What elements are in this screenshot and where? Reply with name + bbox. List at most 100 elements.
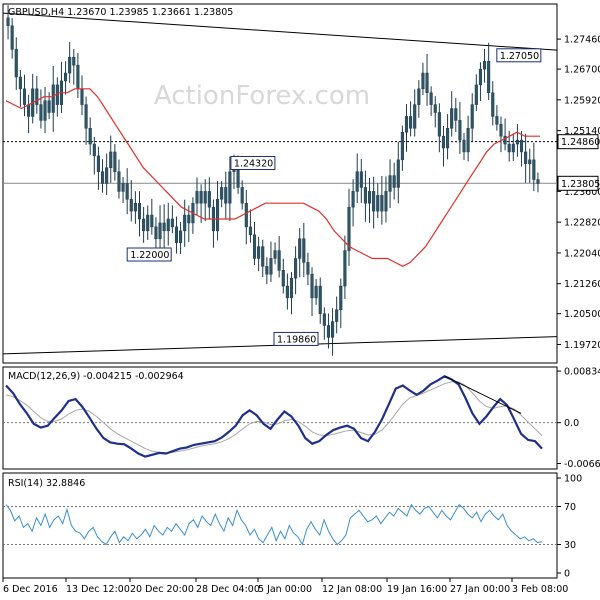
x-tick-label: 27 Jan 00:00 bbox=[450, 584, 510, 595]
candle bbox=[528, 148, 532, 183]
price-callout-box bbox=[126, 247, 172, 262]
candle bbox=[409, 101, 413, 137]
x-tick-label: 20 Dec 20:00 bbox=[130, 584, 194, 595]
candle bbox=[450, 91, 454, 137]
candle-body bbox=[400, 131, 404, 161]
candle bbox=[6, 5, 10, 40]
x-tick-label: 3 Feb 08:00 bbox=[512, 584, 568, 595]
last-price-label: 1.23805 bbox=[561, 179, 600, 190]
candle bbox=[72, 48, 76, 85]
candle-body bbox=[183, 214, 187, 232]
candle bbox=[137, 191, 142, 237]
candle bbox=[121, 176, 125, 204]
candle-body bbox=[10, 25, 14, 50]
candle-body bbox=[117, 171, 121, 192]
candle-body bbox=[133, 202, 137, 212]
candle-body bbox=[129, 199, 133, 212]
candle bbox=[109, 135, 113, 183]
candle bbox=[113, 144, 117, 181]
candle-body bbox=[478, 68, 482, 86]
candle bbox=[511, 133, 515, 162]
candle-body bbox=[359, 171, 363, 188]
candle-body bbox=[425, 72, 429, 94]
rsi-y-tick-label: 0 bbox=[564, 569, 570, 580]
price-callout-label: 1.19860 bbox=[277, 334, 316, 345]
watermark: ActionForex.com bbox=[154, 81, 370, 111]
x-tick-label: 13 Dec 12:00 bbox=[66, 584, 130, 595]
price-callout-box bbox=[230, 155, 276, 170]
candle bbox=[273, 242, 277, 265]
candle bbox=[269, 241, 273, 283]
candle-body bbox=[150, 214, 154, 228]
x-tick-label: 19 Jan 16:00 bbox=[387, 584, 447, 595]
candle-body bbox=[257, 246, 261, 259]
candle bbox=[326, 313, 331, 349]
candle-body bbox=[392, 175, 396, 188]
candle-body bbox=[367, 191, 372, 204]
candle bbox=[413, 89, 417, 137]
candle bbox=[519, 131, 524, 167]
candle bbox=[277, 236, 281, 278]
candle bbox=[470, 93, 474, 142]
price-header: GBPUSD,H4 1.23670 1.23985 1.23661 1.2380… bbox=[8, 7, 233, 18]
candle-body bbox=[277, 250, 281, 271]
candle bbox=[499, 116, 503, 153]
price-callout-label: 1.24320 bbox=[234, 158, 273, 169]
candle-body bbox=[388, 175, 392, 192]
candle-body bbox=[429, 92, 433, 105]
candle bbox=[458, 102, 462, 154]
candle bbox=[142, 206, 146, 243]
candle-body bbox=[339, 285, 343, 310]
sma-line bbox=[5, 88, 540, 267]
candle bbox=[146, 205, 150, 241]
candle bbox=[43, 86, 47, 134]
candle-body bbox=[14, 49, 18, 78]
candle-body bbox=[421, 72, 425, 90]
candle bbox=[207, 177, 211, 220]
candle-body bbox=[68, 57, 72, 74]
last-price-box bbox=[557, 175, 599, 191]
candle-body bbox=[433, 104, 437, 113]
candle bbox=[446, 114, 450, 160]
candle bbox=[294, 246, 298, 295]
rsi-y-tick-label: 30 bbox=[564, 540, 576, 551]
candle bbox=[183, 199, 187, 247]
candle-body bbox=[224, 187, 228, 204]
candle bbox=[441, 126, 446, 167]
candle bbox=[51, 65, 55, 132]
candle bbox=[482, 48, 487, 83]
candle bbox=[84, 96, 88, 145]
level-label: 1.24860 bbox=[561, 137, 600, 148]
candle bbox=[318, 277, 322, 324]
candle bbox=[404, 104, 409, 152]
candle-body bbox=[166, 218, 170, 232]
candle-body bbox=[487, 60, 491, 94]
candle bbox=[117, 159, 121, 199]
candle bbox=[417, 80, 421, 118]
price-y-tick-label: 1.19720 bbox=[564, 340, 600, 351]
candle-body bbox=[511, 143, 515, 153]
candle-body bbox=[446, 128, 450, 149]
candle bbox=[310, 267, 314, 316]
candle-body bbox=[137, 202, 142, 220]
candle bbox=[265, 257, 269, 285]
candle-body bbox=[6, 17, 10, 26]
candle-body bbox=[22, 88, 27, 105]
candle bbox=[532, 142, 536, 192]
candle bbox=[228, 156, 232, 222]
candle bbox=[400, 125, 404, 171]
panel-frame-3 bbox=[2, 472, 558, 579]
candle bbox=[244, 189, 248, 245]
candle bbox=[433, 96, 437, 128]
candle-body bbox=[195, 191, 199, 204]
macd-y-tick-label: 0.008341 bbox=[564, 367, 600, 378]
candle-body bbox=[158, 222, 162, 239]
candle-body bbox=[528, 159, 532, 165]
price-y-tick-label: 1.22820 bbox=[564, 218, 600, 229]
candle-body bbox=[88, 128, 92, 145]
candle bbox=[359, 158, 363, 204]
candle-body bbox=[524, 151, 528, 165]
candle-body bbox=[380, 195, 384, 212]
candle bbox=[14, 37, 18, 90]
